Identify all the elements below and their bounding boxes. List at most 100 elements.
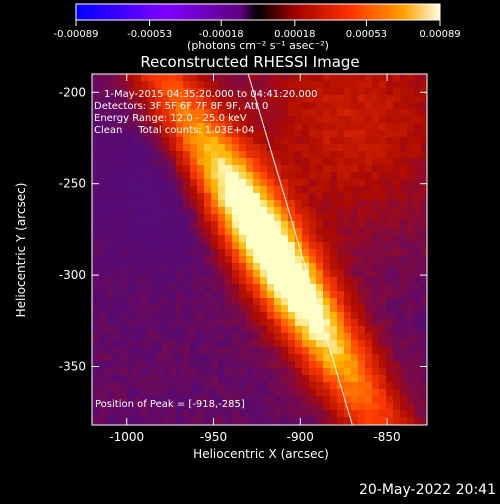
heatmap-cell bbox=[239, 130, 246, 137]
heatmap-cell bbox=[351, 81, 358, 88]
heatmap-cell bbox=[106, 319, 113, 326]
heatmap-cell bbox=[148, 361, 155, 368]
heatmap-cell bbox=[190, 298, 197, 305]
heatmap-cell bbox=[204, 382, 211, 389]
heatmap-cell bbox=[330, 74, 337, 81]
heatmap-cell bbox=[316, 81, 323, 88]
heatmap-cell bbox=[169, 347, 176, 354]
heatmap-cell bbox=[337, 284, 344, 291]
heatmap-cell bbox=[127, 137, 134, 144]
heatmap-cell bbox=[162, 242, 169, 249]
heatmap-cell bbox=[281, 410, 288, 417]
heatmap-cell bbox=[358, 291, 365, 298]
heatmap-cell bbox=[379, 74, 386, 81]
heatmap-cell bbox=[309, 151, 316, 158]
heatmap-cell bbox=[281, 361, 288, 368]
heatmap-cell bbox=[106, 193, 113, 200]
heatmap-cell bbox=[225, 403, 232, 410]
heatmap-cell bbox=[253, 340, 260, 347]
heatmap-cell bbox=[134, 109, 141, 116]
heatmap-cell bbox=[274, 298, 281, 305]
heatmap-cell bbox=[197, 326, 204, 333]
heatmap-cell bbox=[225, 270, 232, 277]
heatmap-cell bbox=[365, 382, 372, 389]
heatmap-cell bbox=[99, 256, 106, 263]
heatmap-cell bbox=[365, 284, 372, 291]
heatmap-cell bbox=[120, 333, 127, 340]
heatmap-cell bbox=[316, 179, 323, 186]
heatmap-cell bbox=[99, 333, 106, 340]
heatmap-cell bbox=[288, 396, 295, 403]
heatmap-cell bbox=[239, 375, 246, 382]
heatmap-cell bbox=[211, 333, 218, 340]
heatmap-cell bbox=[211, 319, 218, 326]
heatmap-cell bbox=[127, 305, 134, 312]
heatmap-cell bbox=[400, 242, 407, 249]
heatmap-cell bbox=[288, 326, 295, 333]
heatmap-cell bbox=[372, 102, 379, 109]
heatmap-cell bbox=[288, 116, 295, 123]
heatmap-cell bbox=[316, 186, 323, 193]
heatmap-cell bbox=[351, 186, 358, 193]
heatmap-cell bbox=[225, 81, 232, 88]
heatmap-cell bbox=[330, 102, 337, 109]
heatmap-cell bbox=[239, 193, 246, 200]
heatmap-cell bbox=[358, 340, 365, 347]
heatmap-cell bbox=[99, 347, 106, 354]
heatmap-cell bbox=[309, 396, 316, 403]
heatmap-cell bbox=[330, 270, 337, 277]
heatmap-cell bbox=[295, 382, 302, 389]
heatmap-cell bbox=[162, 263, 169, 270]
heatmap-cell bbox=[246, 214, 253, 221]
heatmap-cell bbox=[211, 130, 218, 137]
heatmap-cell bbox=[295, 214, 302, 221]
heatmap-cell bbox=[316, 298, 323, 305]
heatmap-cell bbox=[162, 172, 169, 179]
heatmap-cell bbox=[204, 340, 211, 347]
heatmap-cell bbox=[407, 326, 414, 333]
heatmap-cell bbox=[197, 193, 204, 200]
heatmap-cell bbox=[155, 347, 162, 354]
heatmap-cell bbox=[204, 312, 211, 319]
heatmap-cell bbox=[148, 333, 155, 340]
heatmap-cell bbox=[113, 221, 120, 228]
heatmap-cell bbox=[99, 242, 106, 249]
heatmap-cell bbox=[267, 263, 274, 270]
heatmap-cell bbox=[211, 74, 218, 81]
heatmap-cell bbox=[421, 235, 427, 242]
heatmap-cell bbox=[134, 319, 141, 326]
heatmap-cell bbox=[246, 116, 253, 123]
heatmap-cell bbox=[358, 81, 365, 88]
heatmap-cell bbox=[330, 172, 337, 179]
heatmap-cell bbox=[246, 102, 253, 109]
heatmap-cell bbox=[400, 291, 407, 298]
heatmap-cell bbox=[106, 354, 113, 361]
heatmap-cell bbox=[113, 347, 120, 354]
heatmap-cell bbox=[386, 158, 393, 165]
heatmap-cell bbox=[176, 277, 183, 284]
heatmap-cell bbox=[372, 263, 379, 270]
heatmap-cell bbox=[295, 109, 302, 116]
heatmap-cell bbox=[197, 298, 204, 305]
heatmap-cell bbox=[386, 144, 393, 151]
heatmap-cell bbox=[421, 102, 427, 109]
heatmap-cell bbox=[421, 361, 427, 368]
heatmap-cell bbox=[295, 151, 302, 158]
heatmap-cell bbox=[295, 396, 302, 403]
heatmap-cell bbox=[218, 410, 225, 417]
heatmap-cell bbox=[106, 144, 113, 151]
heatmap-cell bbox=[372, 354, 379, 361]
heatmap-cell bbox=[211, 186, 218, 193]
heatmap-cell bbox=[183, 242, 190, 249]
heatmap-cell bbox=[330, 263, 337, 270]
heatmap-cell bbox=[253, 347, 260, 354]
heatmap-cell bbox=[253, 403, 260, 410]
heatmap-cell bbox=[225, 116, 232, 123]
heatmap-cell bbox=[372, 214, 379, 221]
heatmap-cell bbox=[148, 74, 155, 81]
heatmap-cell bbox=[316, 375, 323, 382]
heatmap-cell bbox=[162, 144, 169, 151]
heatmap-cell bbox=[421, 221, 427, 228]
heatmap-cell bbox=[330, 179, 337, 186]
heatmap-cell bbox=[372, 249, 379, 256]
